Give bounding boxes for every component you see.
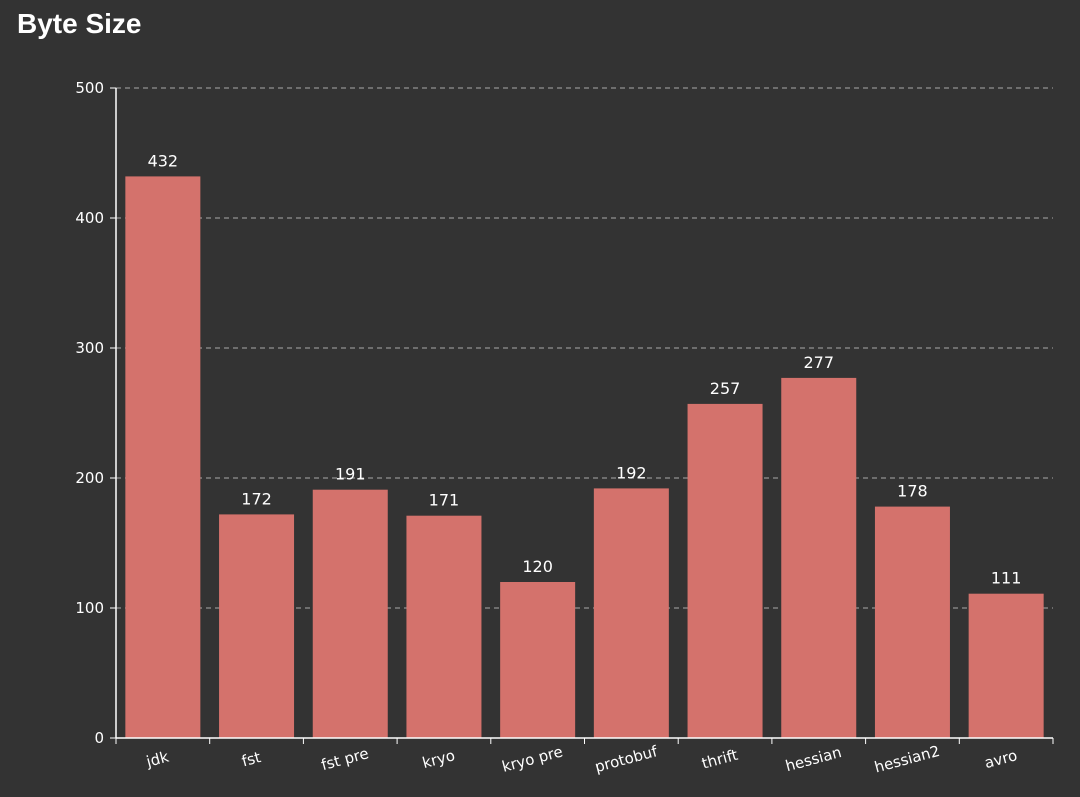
bar-value-label: 192 bbox=[616, 463, 647, 482]
bar-thrift[interactable] bbox=[687, 403, 763, 738]
bar-value-label: 257 bbox=[710, 379, 741, 398]
bar-value-label: 171 bbox=[429, 491, 460, 510]
x-tick-label: hessian bbox=[783, 743, 843, 775]
bar-value-label: 120 bbox=[522, 557, 553, 576]
y-tick-label: 200 bbox=[75, 469, 104, 487]
bar-value-label: 178 bbox=[897, 482, 928, 501]
x-tick-label: fst bbox=[240, 748, 263, 770]
x-tick-label: fst pre bbox=[319, 744, 370, 774]
bar-value-label: 111 bbox=[991, 569, 1022, 588]
bar-kryo-pre[interactable] bbox=[500, 582, 576, 738]
x-tick-label: protobuf bbox=[593, 742, 660, 776]
x-tick-label: avro bbox=[983, 746, 1020, 772]
bar-value-label: 191 bbox=[335, 465, 366, 484]
bar-kryo[interactable] bbox=[406, 515, 482, 738]
x-tick-label: kryo bbox=[420, 746, 456, 772]
bar-value-label: 432 bbox=[148, 151, 179, 170]
x-tick-label: jdk bbox=[143, 748, 171, 772]
x-tick-label: thrift bbox=[700, 746, 740, 773]
bar-fst-pre[interactable] bbox=[312, 489, 388, 738]
x-tick-label: kryo pre bbox=[500, 742, 565, 776]
bar-value-label: 277 bbox=[803, 353, 834, 372]
y-tick-label: 300 bbox=[75, 339, 104, 357]
bar-protobuf[interactable] bbox=[593, 488, 669, 738]
bar-jdk[interactable] bbox=[125, 176, 201, 738]
bar-avro[interactable] bbox=[968, 593, 1044, 738]
bar-value-label: 172 bbox=[241, 489, 272, 508]
bar-hessian[interactable] bbox=[781, 377, 857, 738]
y-tick-label: 500 bbox=[75, 79, 104, 97]
bar-hessian2[interactable] bbox=[874, 506, 950, 738]
bar-fst[interactable] bbox=[219, 514, 295, 738]
y-tick-label: 0 bbox=[94, 729, 104, 747]
x-tick-label: hessian2 bbox=[873, 742, 942, 777]
chart-title: Byte Size bbox=[17, 8, 142, 39]
y-tick-label: 100 bbox=[75, 599, 104, 617]
y-tick-label: 400 bbox=[75, 209, 104, 227]
